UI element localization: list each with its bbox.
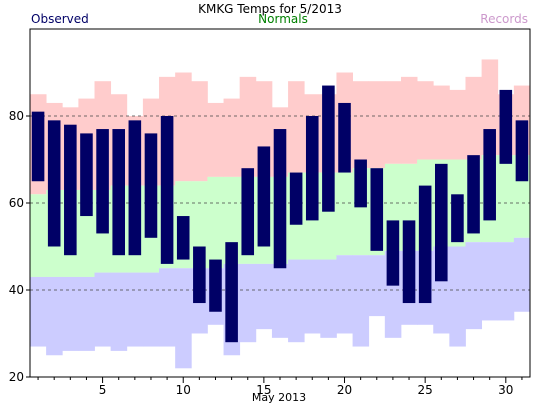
record-low-band: [94, 272, 112, 347]
x-tick-label: 30: [498, 383, 513, 397]
observed-bar: [193, 246, 206, 304]
observed-bar: [96, 129, 109, 234]
record-low-band: [465, 242, 483, 330]
observed-bar: [112, 129, 125, 256]
observed-bar: [225, 242, 238, 343]
legend-records: Records: [480, 12, 528, 26]
axis-layer: 20 40 60 80 5 10 15 20 25 30: [9, 109, 523, 397]
observed-bar: [273, 129, 287, 269]
record-high-band: [433, 85, 450, 160]
record-low-band: [62, 276, 79, 351]
observed-bar: [515, 120, 529, 182]
x-axis-label: May 2013: [252, 391, 306, 404]
record-high-band: [368, 81, 386, 169]
record-high-band: [352, 81, 370, 169]
record-low-band: [368, 255, 386, 317]
observed-bar: [370, 168, 384, 251]
observed-bar: [289, 172, 303, 225]
record-high-band: [449, 89, 466, 160]
legend-observed: Observed: [31, 12, 89, 26]
observed-bar: [451, 194, 464, 243]
record-low-band: [110, 272, 128, 351]
normal-band: [497, 155, 515, 243]
record-low-band: [271, 263, 289, 338]
observed-bar: [176, 216, 190, 260]
x-tick-label: 15: [256, 383, 271, 397]
record-high-band: [175, 72, 192, 182]
observed-bar: [305, 116, 319, 221]
record-high-band: [223, 98, 241, 177]
observed-bar: [386, 220, 400, 286]
observed-bar: [435, 163, 448, 282]
y-tick-label: 20: [9, 370, 24, 384]
record-high-band: [400, 76, 418, 164]
record-high-band: [191, 81, 208, 182]
record-low-band: [46, 276, 63, 356]
x-tick-label: 20: [337, 383, 352, 397]
chart-title: KMKG Temps for 5/2013: [198, 2, 342, 16]
observed-bar: [241, 168, 255, 256]
x-tick-label: 25: [418, 383, 433, 397]
record-low-band: [449, 246, 466, 347]
observed-bar: [160, 116, 174, 264]
record-low-band: [239, 263, 257, 343]
observed-bar: [467, 155, 480, 234]
record-high-band: [288, 81, 305, 173]
record-low-band: [30, 276, 47, 347]
observed-bar: [354, 159, 367, 208]
record-low-band: [320, 259, 337, 338]
observed-bar: [499, 89, 513, 164]
record-low-band: [255, 263, 273, 330]
observed-bar: [402, 220, 416, 304]
record-low-band: [175, 268, 192, 369]
record-low-band: [304, 259, 321, 334]
record-low-band: [159, 268, 176, 347]
observed-bar: [338, 102, 351, 173]
observed-bar: [64, 124, 77, 256]
record-high-band: [465, 76, 483, 160]
y-tick-label: 80: [9, 109, 24, 123]
record-low-band: [126, 272, 144, 347]
y-tick-label: 40: [9, 283, 24, 297]
record-high-band: [417, 81, 434, 160]
record-low-band: [352, 255, 370, 347]
record-low-band: [497, 242, 515, 321]
normal-band: [207, 176, 224, 269]
observed-bar-layer: [31, 85, 529, 343]
record-high-band: [207, 102, 224, 177]
legend-normals: Normals: [258, 12, 308, 26]
x-tick-label: 5: [99, 383, 107, 397]
record-low-band: [481, 242, 499, 321]
record-low-band: [288, 259, 305, 343]
record-low-band: [142, 272, 160, 347]
observed-bar: [144, 133, 158, 238]
record-low-band: [336, 255, 353, 334]
record-low-band: [78, 276, 95, 351]
record-high-band: [384, 81, 402, 164]
observed-bar: [47, 120, 61, 247]
observed-bar: [80, 133, 93, 217]
observed-bar: [418, 185, 432, 304]
observed-bar: [322, 85, 335, 212]
observed-bar: [31, 111, 45, 182]
y-tick-label: 60: [9, 196, 24, 210]
observed-bar: [257, 146, 271, 247]
observed-bar: [128, 120, 142, 256]
record-high-band: [239, 76, 257, 177]
normal-band: [30, 194, 47, 277]
record-low-band: [513, 237, 531, 312]
normal-band: [336, 172, 353, 256]
observed-bar: [209, 259, 222, 312]
x-tick-label: 10: [176, 383, 191, 397]
observed-bar: [483, 129, 496, 221]
